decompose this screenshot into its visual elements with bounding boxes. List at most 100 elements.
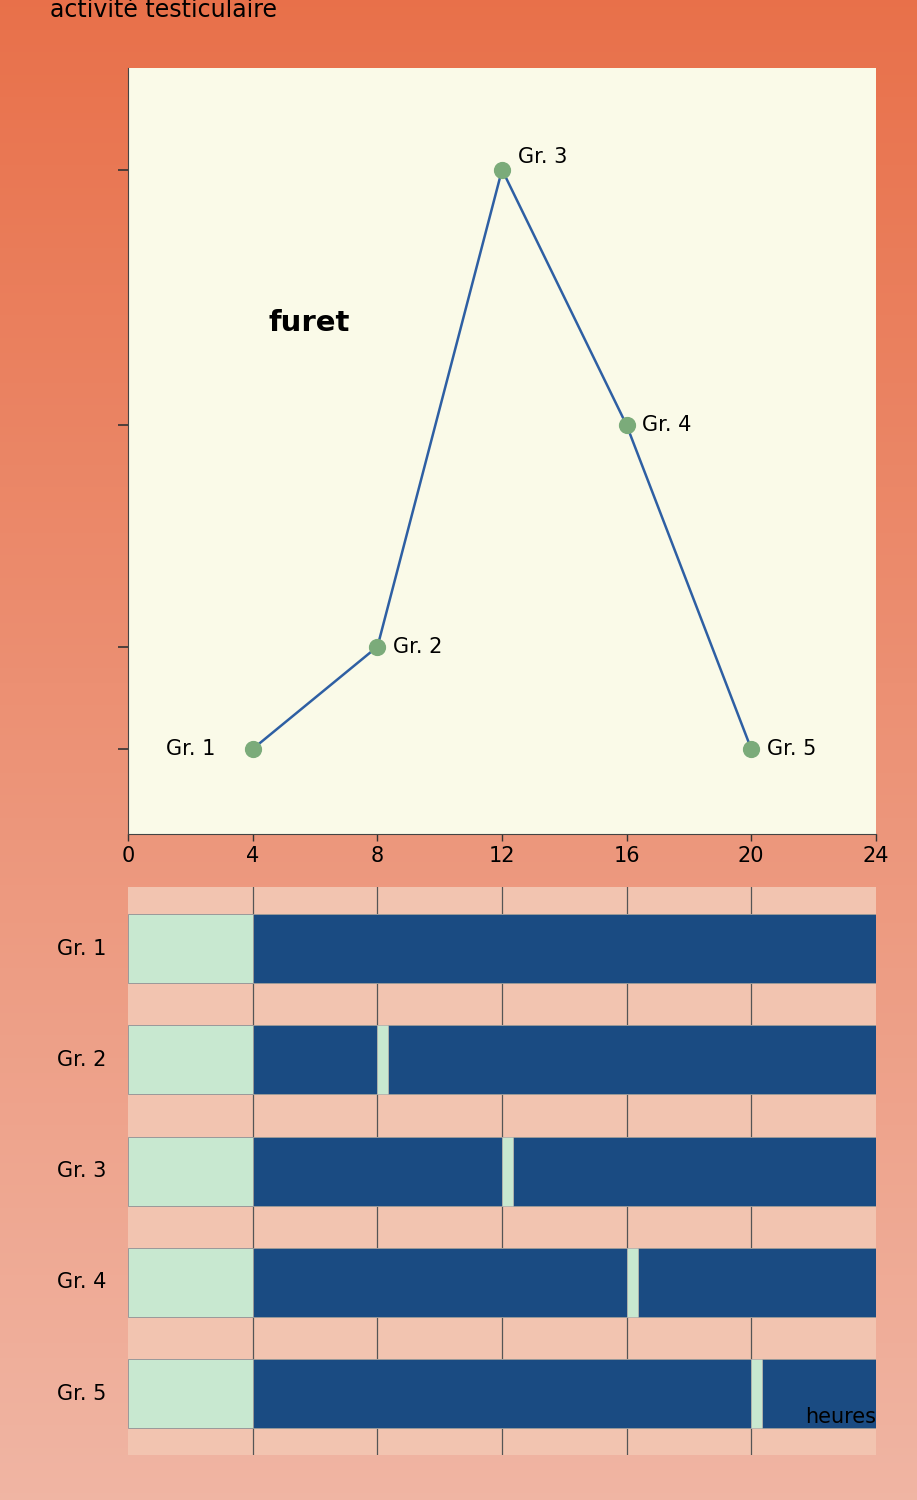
Bar [0,660,917,668]
Bar [0,217,917,225]
Bar [0,1485,917,1492]
Bar [0,405,917,412]
Bar [0,1042,917,1050]
Bar [0,98,917,105]
Bar [0,465,917,472]
Bar [0,862,917,870]
Bar [0,90,917,98]
Bar [0,1200,917,1208]
Bar [0,398,917,405]
Bar [0,1132,917,1140]
Bar [0,1440,917,1448]
Bar [0,1215,917,1222]
Bar [0,1448,917,1455]
Bar [0,270,917,278]
Bar [0,518,917,525]
Text: Gr. 5: Gr. 5 [767,740,816,759]
Bar [0,532,917,540]
Bar [0,1050,917,1058]
Bar [0,352,917,360]
Bar [0,668,917,675]
Bar [0,375,917,382]
Bar [0,322,917,330]
Bar [0,592,917,600]
Bar [0,427,917,435]
Bar [0,435,917,442]
Bar [0,240,917,248]
Bar [626,1248,637,1317]
Bar [0,1410,917,1418]
Bar [0,525,917,532]
Bar [0,705,917,712]
Bar [0,1380,917,1388]
Point [619,413,634,436]
Bar [0,765,917,772]
Bar [0,540,917,548]
Bar [0,368,917,375]
Text: heures: heures [805,1407,876,1426]
Bar [0,30,917,38]
Bar [0,908,917,915]
Bar [0,1238,917,1245]
Bar [0,900,917,908]
Bar [0,188,917,195]
Bar [0,382,917,390]
Bar [0,1035,917,1042]
Bar [0,480,917,488]
Bar [0,1140,917,1148]
Bar [0,1013,917,1020]
Bar [0,1208,917,1215]
Bar [128,1248,253,1317]
Bar [128,1026,253,1095]
Bar [0,503,917,510]
Bar [0,180,917,188]
Bar [0,308,917,315]
Bar [0,315,917,322]
Bar [0,788,917,795]
Bar [0,758,917,765]
Bar [0,870,917,877]
Bar [0,510,917,518]
Bar [0,1072,917,1080]
Bar [0,128,917,135]
Bar [0,1118,917,1125]
Bar [0,855,917,862]
Bar [0,548,917,555]
Bar [0,0,917,8]
Bar [0,15,917,22]
Bar [0,810,917,818]
Bar [0,1372,917,1380]
Bar [0,68,917,75]
Bar [253,1248,626,1317]
Bar [0,450,917,458]
Bar [253,914,876,982]
Bar [0,1365,917,1372]
Bar [0,1230,917,1238]
Bar [0,600,917,608]
Bar [253,1026,378,1095]
Bar [0,847,917,855]
Bar [513,1137,876,1206]
Bar [0,105,917,112]
Point [744,736,758,760]
Bar [637,1248,876,1317]
Bar [0,1298,917,1305]
Bar [0,1102,917,1110]
Bar [0,878,917,885]
Bar [0,615,917,622]
Bar [0,1058,917,1065]
Bar [253,1359,751,1428]
Bar [0,413,917,420]
Bar [0,1418,917,1425]
Bar [0,1065,917,1072]
Bar [253,1137,503,1206]
Bar [0,818,917,825]
Bar [0,120,917,128]
Bar [0,833,917,840]
Bar [0,608,917,615]
Bar [128,1137,253,1206]
Bar [751,1359,762,1428]
Bar [0,1350,917,1358]
Bar [0,360,917,368]
Bar [0,938,917,945]
